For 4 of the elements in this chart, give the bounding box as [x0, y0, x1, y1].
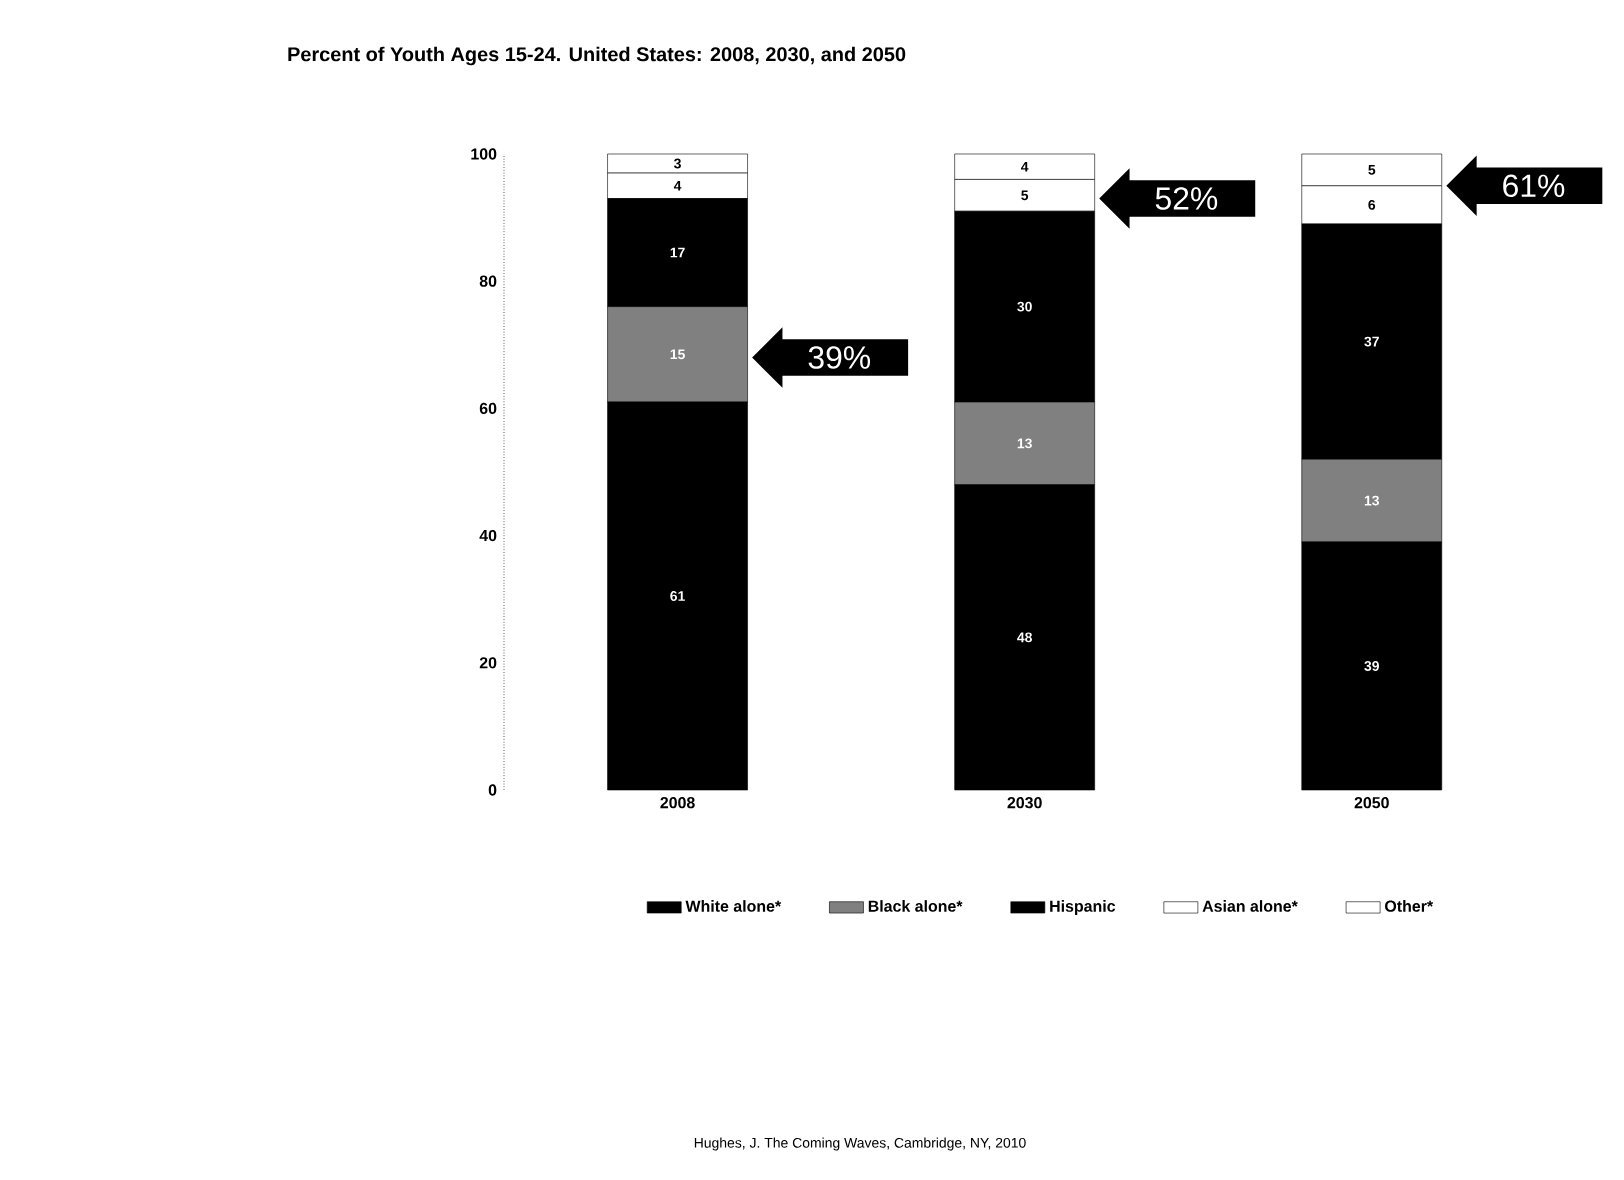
chart-title: Percent of Youth Ages 15-24. United States: 2008, 2030, and 2050 [288, 46, 906, 66]
annotation: 61% [1503, 174, 1565, 198]
annotation: 39% [808, 346, 871, 369]
annotation: 52% [1155, 187, 1218, 210]
